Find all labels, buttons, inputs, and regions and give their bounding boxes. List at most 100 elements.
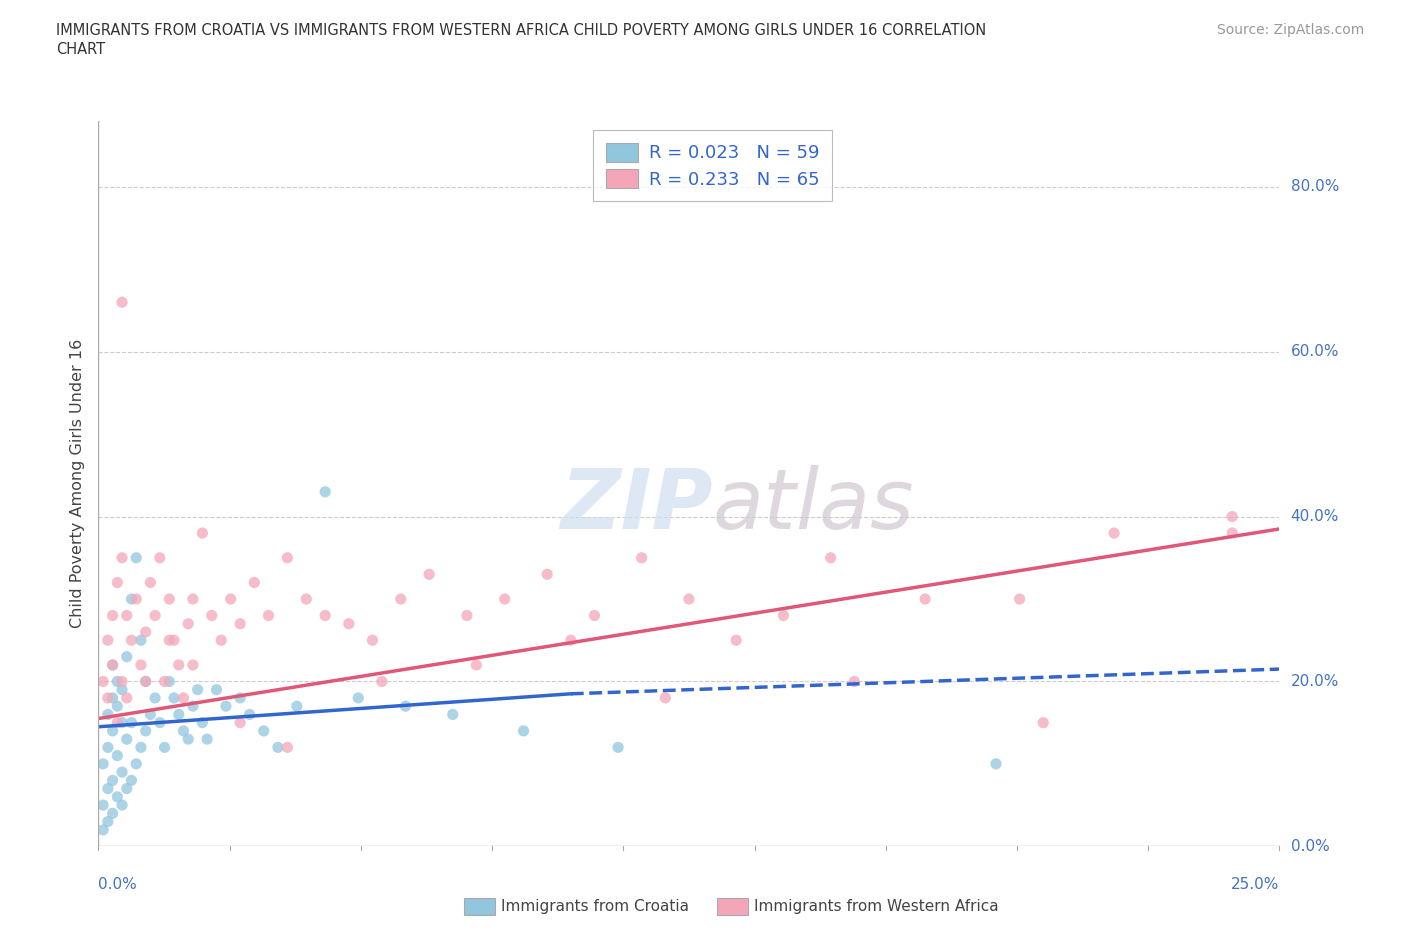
Point [337, 617, 360, 631]
Point [167, 707, 190, 722]
Point [97, 707, 120, 722]
Point [115, 608, 138, 623]
Point [157, 632, 180, 647]
Point [157, 674, 180, 689]
Text: ZIP: ZIP [560, 465, 713, 546]
Point [135, 674, 157, 689]
Point [91, 798, 114, 813]
Point [465, 658, 488, 672]
Point [115, 649, 138, 664]
Point [125, 591, 148, 606]
Point [105, 790, 128, 804]
Point [371, 674, 394, 689]
Point [101, 658, 124, 672]
Point [1220, 509, 1243, 524]
Point [1032, 715, 1054, 730]
Point [149, 715, 172, 730]
Text: 40.0%: 40.0% [1291, 509, 1339, 525]
Point [101, 773, 124, 788]
Point [654, 690, 676, 705]
Legend: R = 0.023   N = 59, R = 0.233   N = 65: R = 0.023 N = 59, R = 0.233 N = 65 [593, 130, 832, 201]
Point [163, 690, 186, 705]
Point [844, 674, 866, 689]
Point [101, 608, 124, 623]
Point [201, 608, 224, 623]
Point [772, 608, 794, 623]
Point [121, 632, 143, 647]
Point [820, 551, 842, 565]
Point [167, 658, 190, 672]
Point [101, 690, 124, 705]
Point [678, 591, 700, 606]
Point [97, 632, 120, 647]
Point [157, 591, 180, 606]
Point [347, 690, 370, 705]
Point [285, 698, 308, 713]
Point [91, 674, 114, 689]
Point [441, 707, 464, 722]
Point [149, 551, 172, 565]
Point [111, 674, 134, 689]
Point [181, 658, 204, 672]
Point [418, 566, 440, 582]
Point [135, 674, 157, 689]
Point [187, 683, 209, 698]
Point [512, 724, 534, 738]
Text: Immigrants from Western Africa: Immigrants from Western Africa [754, 899, 998, 914]
Point [97, 690, 120, 705]
Point [536, 566, 558, 582]
Point [105, 715, 128, 730]
Point [111, 683, 134, 698]
Point [177, 732, 200, 747]
Point [121, 773, 143, 788]
Point [725, 632, 748, 647]
Text: Immigrants from Croatia: Immigrants from Croatia [501, 899, 689, 914]
Text: 25.0%: 25.0% [1232, 877, 1279, 892]
Point [97, 814, 120, 829]
Point [91, 822, 114, 837]
Point [139, 575, 162, 590]
Point [111, 764, 134, 779]
Text: Source: ZipAtlas.com: Source: ZipAtlas.com [1216, 23, 1364, 37]
Point [111, 715, 134, 730]
Point [239, 707, 262, 722]
Text: 0.0%: 0.0% [1291, 839, 1329, 854]
Point [111, 798, 134, 813]
Point [163, 632, 186, 647]
Point [91, 756, 114, 771]
Point [143, 690, 166, 705]
Text: CHART: CHART [56, 42, 105, 57]
Point [219, 591, 242, 606]
Point [115, 690, 138, 705]
Text: atlas: atlas [713, 465, 914, 546]
Point [494, 591, 516, 606]
Point [361, 632, 384, 647]
Point [135, 724, 157, 738]
Point [129, 740, 152, 755]
Text: IMMIGRANTS FROM CROATIA VS IMMIGRANTS FROM WESTERN AFRICA CHILD POVERTY AMONG GI: IMMIGRANTS FROM CROATIA VS IMMIGRANTS FR… [56, 23, 987, 38]
Point [205, 683, 228, 698]
Point [195, 732, 218, 747]
Point [115, 732, 138, 747]
Text: 80.0%: 80.0% [1291, 179, 1339, 194]
Point [253, 724, 276, 738]
Point [97, 740, 120, 755]
Point [105, 575, 128, 590]
Point [215, 698, 238, 713]
Text: 20.0%: 20.0% [1291, 674, 1339, 689]
Point [243, 575, 266, 590]
Point [129, 632, 152, 647]
Point [229, 617, 252, 631]
Point [276, 740, 298, 755]
Point [1008, 591, 1031, 606]
Point [914, 591, 936, 606]
Point [984, 756, 1007, 771]
Point [143, 608, 166, 623]
Text: 0.0%: 0.0% [98, 877, 138, 892]
Point [111, 551, 134, 565]
Point [153, 674, 176, 689]
Point [394, 698, 416, 713]
Point [177, 617, 200, 631]
Point [115, 781, 138, 796]
Point [172, 690, 194, 705]
